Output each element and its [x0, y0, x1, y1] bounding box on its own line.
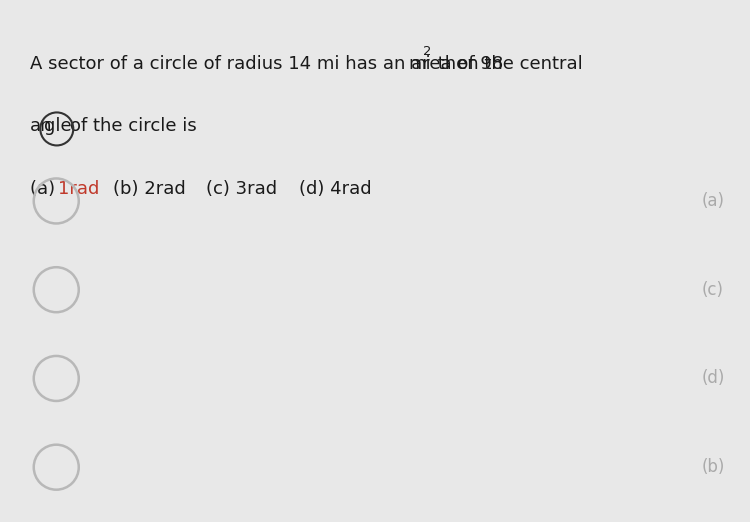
Text: A sector of a circle of radius 14 mi has an area of 98: A sector of a circle of radius 14 mi has… — [30, 55, 503, 73]
Text: (b) 2rad: (b) 2rad — [90, 180, 185, 198]
Text: 2: 2 — [423, 45, 431, 58]
Text: 1rad: 1rad — [58, 180, 100, 198]
Text: an: an — [30, 117, 52, 135]
Text: (c) 3rad: (c) 3rad — [183, 180, 278, 198]
Text: (a): (a) — [701, 192, 724, 210]
Text: (d) 4rad: (d) 4rad — [276, 180, 372, 198]
Text: (b): (b) — [701, 458, 724, 476]
Text: mi: mi — [409, 55, 431, 73]
Text: (c): (c) — [701, 281, 723, 299]
Text: gle: gle — [44, 117, 72, 135]
Text: (d): (d) — [701, 370, 724, 387]
Text: (a): (a) — [30, 180, 61, 198]
Text: of the circle is: of the circle is — [70, 117, 196, 135]
Text: then the central: then the central — [432, 55, 583, 73]
